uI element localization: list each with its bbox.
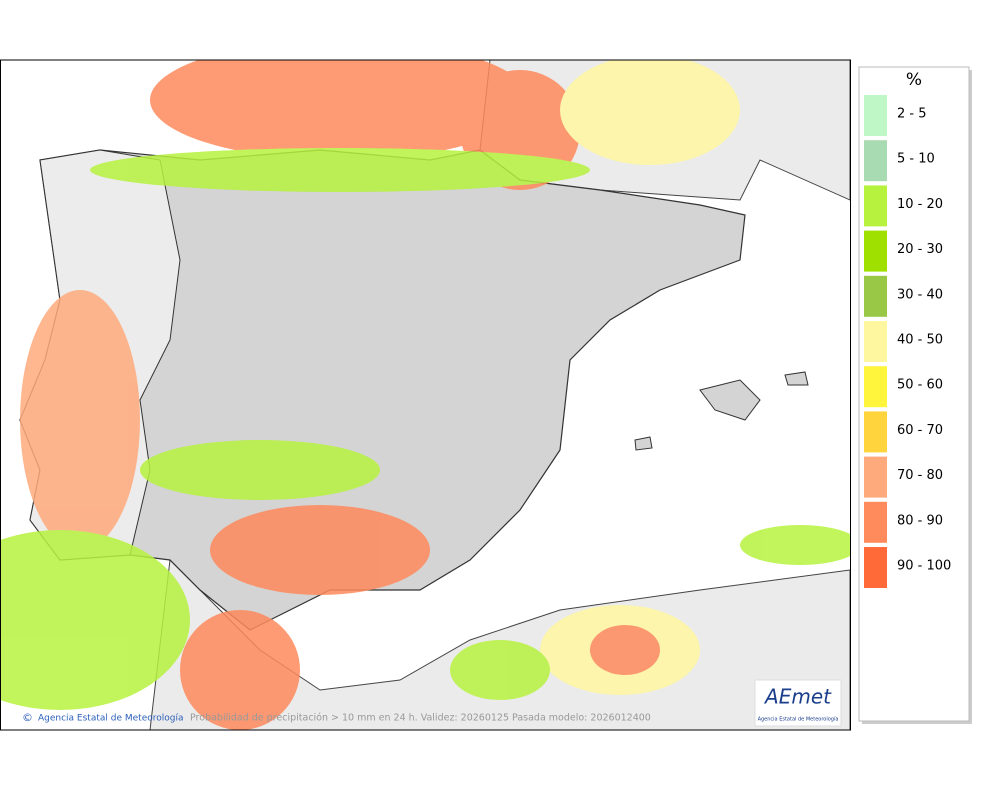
- logo-subtitle: Agencia Estatal de Meteorología: [758, 716, 839, 723]
- legend-label: 20 - 30: [897, 242, 943, 257]
- legend-swatch: [864, 185, 887, 227]
- legend-swatch: [864, 456, 887, 498]
- legend: 2 - 5 5 - 10 10 - 20 20 - 30 30 - 40 40 - 50 5…: [864, 95, 951, 588]
- legend-label: 5 - 10: [897, 152, 935, 167]
- map: [1, 60, 850, 730]
- map-frame: [0, 59, 851, 731]
- legend-title: %: [906, 70, 922, 90]
- legend-swatch: [864, 230, 887, 272]
- legend-swatch: [864, 140, 887, 182]
- legend-label: 30 - 40: [897, 287, 943, 302]
- legend-swatch: [864, 95, 887, 136]
- probability-areas: [1, 60, 850, 730]
- legend-swatch: [864, 411, 887, 453]
- legend-swatch: [864, 366, 887, 408]
- legend-swatch: [864, 547, 887, 588]
- legend-label: 80 - 90: [897, 513, 943, 528]
- copyright-icon: ©: [22, 711, 33, 724]
- legend-label: 40 - 50: [897, 333, 943, 348]
- legend-swatch: [864, 321, 887, 362]
- legend-swatch: [864, 501, 887, 543]
- logo-name: AEmet: [763, 685, 832, 709]
- legend-label: 60 - 70: [897, 423, 943, 438]
- caption: Probabilidad de precipitación > 10 mm en…: [190, 713, 651, 724]
- credit: Agencia Estatal de Meteorología: [38, 714, 184, 724]
- legend-label: 90 - 100: [897, 559, 951, 574]
- legend-label: 70 - 80: [897, 468, 943, 483]
- legend-label: 50 - 60: [897, 378, 943, 393]
- legend-label: 10 - 20: [897, 197, 943, 212]
- legend-label: 2 - 5: [897, 107, 927, 122]
- legend-swatch: [864, 275, 887, 317]
- logo-box: [754, 679, 842, 727]
